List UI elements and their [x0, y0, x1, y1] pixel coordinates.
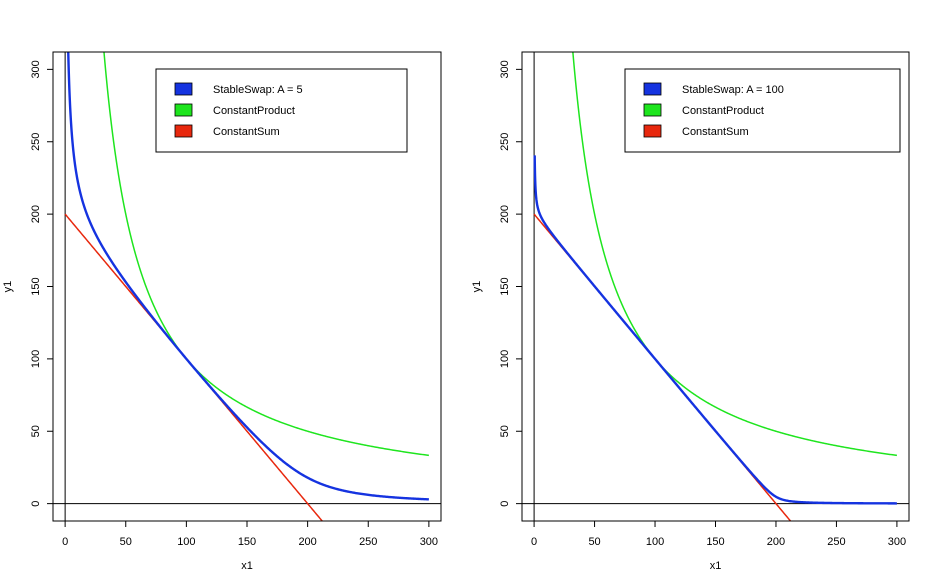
- y-tick-label: 300: [30, 60, 42, 78]
- y-tick-label: 250: [499, 133, 511, 151]
- x-axis-label: x1: [710, 560, 722, 572]
- x-tick-label: 0: [62, 536, 68, 548]
- legend-label: ConstantProduct: [682, 105, 764, 117]
- y-tick-label: 200: [499, 205, 511, 223]
- series-line-stableswap: [67, 52, 430, 501]
- legend-label: ConstantSum: [682, 126, 749, 138]
- y-tick-label: 100: [30, 350, 42, 368]
- x-tick-label: 150: [238, 536, 256, 548]
- x-tick-label: 300: [888, 536, 906, 548]
- series-line-constant-product: [103, 52, 429, 457]
- x-tick-label: 50: [588, 536, 600, 548]
- series-group: [533, 52, 898, 521]
- x-tick-label: 250: [827, 536, 845, 548]
- legend-swatch: [643, 82, 662, 96]
- x-axis-label: x1: [241, 560, 253, 572]
- legend-swatch: [643, 124, 662, 138]
- legend-swatch: [643, 103, 662, 117]
- y-tick-label: 100: [499, 350, 511, 368]
- x-tick-label: 100: [177, 536, 195, 548]
- series-line-constant-product: [572, 52, 898, 457]
- legend-swatch: [174, 82, 193, 96]
- x-tick-label: 200: [298, 536, 316, 548]
- x-tick-label: 300: [420, 536, 438, 548]
- legend-swatch: [174, 124, 193, 138]
- x-tick-label: 150: [706, 536, 724, 548]
- y-tick-label: 150: [499, 277, 511, 295]
- x-tick-label: 50: [120, 536, 132, 548]
- legend-label: ConstantProduct: [213, 105, 295, 117]
- y-tick-label: 50: [30, 425, 42, 437]
- y-tick-label: 0: [30, 501, 42, 507]
- legend-swatch: [174, 103, 193, 117]
- legend-label: ConstantSum: [213, 126, 280, 138]
- legend-label: StableSwap: A = 5: [213, 84, 303, 96]
- y-tick-label: 150: [30, 277, 42, 295]
- x-tick-label: 0: [531, 536, 537, 548]
- legend: StableSwap: A = 100 ConstantProduct Consta…: [624, 68, 901, 153]
- legend-box: [624, 68, 901, 153]
- x-tick-label: 100: [646, 536, 664, 548]
- y-tick-label: 300: [499, 60, 511, 78]
- x-tick-label: 250: [359, 536, 377, 548]
- y-tick-label: 250: [30, 133, 42, 151]
- y-tick-label: 0: [499, 501, 511, 507]
- y-axis-label: y1: [2, 281, 14, 293]
- series-line-stableswap: [533, 155, 898, 505]
- y-tick-label: 200: [30, 205, 42, 223]
- y-tick-label: 50: [499, 425, 511, 437]
- y-axis-label: y1: [471, 281, 483, 293]
- legend: StableSwap: A = 5 ConstantProduct Constant…: [155, 68, 408, 153]
- legend-box: [155, 68, 408, 153]
- series-group: [64, 52, 430, 521]
- x-tick-label: 200: [767, 536, 785, 548]
- chart-panel-2: 0 50 100 150 200 250 300 0 50 100 150 200 250 300 x1 y1…: [471, 51, 910, 572]
- legend-label: StableSwap: A = 100: [682, 84, 784, 96]
- chart-panel-1: 0 50 100 150 200 250 300 0 50 100 150 200 250 300 x1 y1…: [2, 51, 442, 572]
